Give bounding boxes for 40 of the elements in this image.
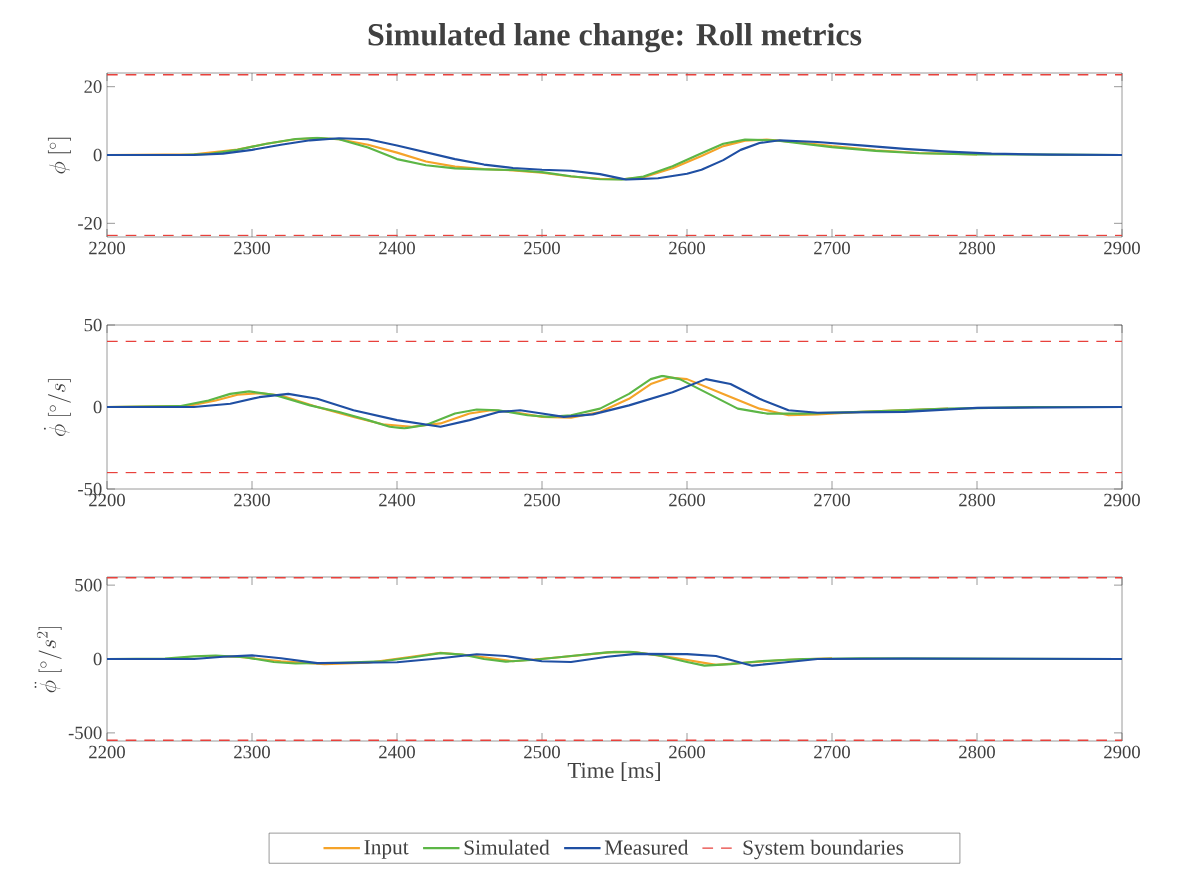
chart-title: Simulated lane change: Roll metrics [368, 23, 862, 53]
x-tick-label: 2500 [524, 241, 560, 255]
x-tick-label: 2700 [814, 241, 850, 255]
x-tick-label: 2600 [669, 745, 705, 759]
x-tick-label: 2200 [89, 745, 125, 759]
y-tick-label: 0 [93, 652, 102, 666]
x-tick-label: 2800 [959, 241, 995, 255]
x-tick-label: 2200 [89, 241, 125, 255]
x-tick-label: 2900 [1104, 241, 1140, 255]
legend-label: Simulated [464, 839, 550, 855]
y-axis-title: $\ddot{\phi}\ [^\circ/s^2]$ [34, 627, 62, 693]
legend-label: Measured [604, 839, 689, 855]
x-tick-label: 2500 [524, 493, 560, 507]
x-tick-label: 2700 [814, 493, 850, 507]
y-axis-title: $\dot{\phi}\ [^\circ/s]$ [43, 379, 71, 437]
x-tick-label: 2300 [234, 493, 270, 507]
x-axis-title: Time [ms] [567, 762, 660, 781]
x-tick-label: 2900 [1104, 745, 1140, 759]
y-tick-label: 50 [84, 318, 102, 332]
x-tick-label: 2300 [234, 745, 270, 759]
x-tick-label: 2300 [234, 241, 270, 255]
x-tick-label: 2500 [524, 745, 560, 759]
y-tick-label: 20 [84, 80, 102, 93]
legend-label: Input [364, 840, 409, 859]
x-tick-label: 2800 [959, 745, 995, 759]
y-tick-label: -500 [68, 726, 102, 740]
y-tick-label: 500 [75, 578, 102, 592]
x-tick-label: 2800 [959, 493, 995, 507]
y-axis-title: $\phi\ [^\circ]$ [47, 137, 71, 174]
x-tick-label: 2400 [379, 493, 415, 507]
y-tick-label: 0 [93, 400, 102, 414]
x-tick-label: 2700 [814, 745, 850, 759]
y-tick-label: -20 [78, 217, 102, 230]
x-tick-label: 2900 [1104, 493, 1140, 507]
x-tick-label: 2600 [669, 493, 705, 507]
y-tick-label: 0 [93, 148, 102, 162]
x-tick-label: 2400 [379, 241, 415, 255]
x-tick-label: 2400 [379, 745, 415, 759]
legend-label: System boundaries [743, 839, 904, 860]
x-tick-label: 2600 [669, 241, 705, 255]
